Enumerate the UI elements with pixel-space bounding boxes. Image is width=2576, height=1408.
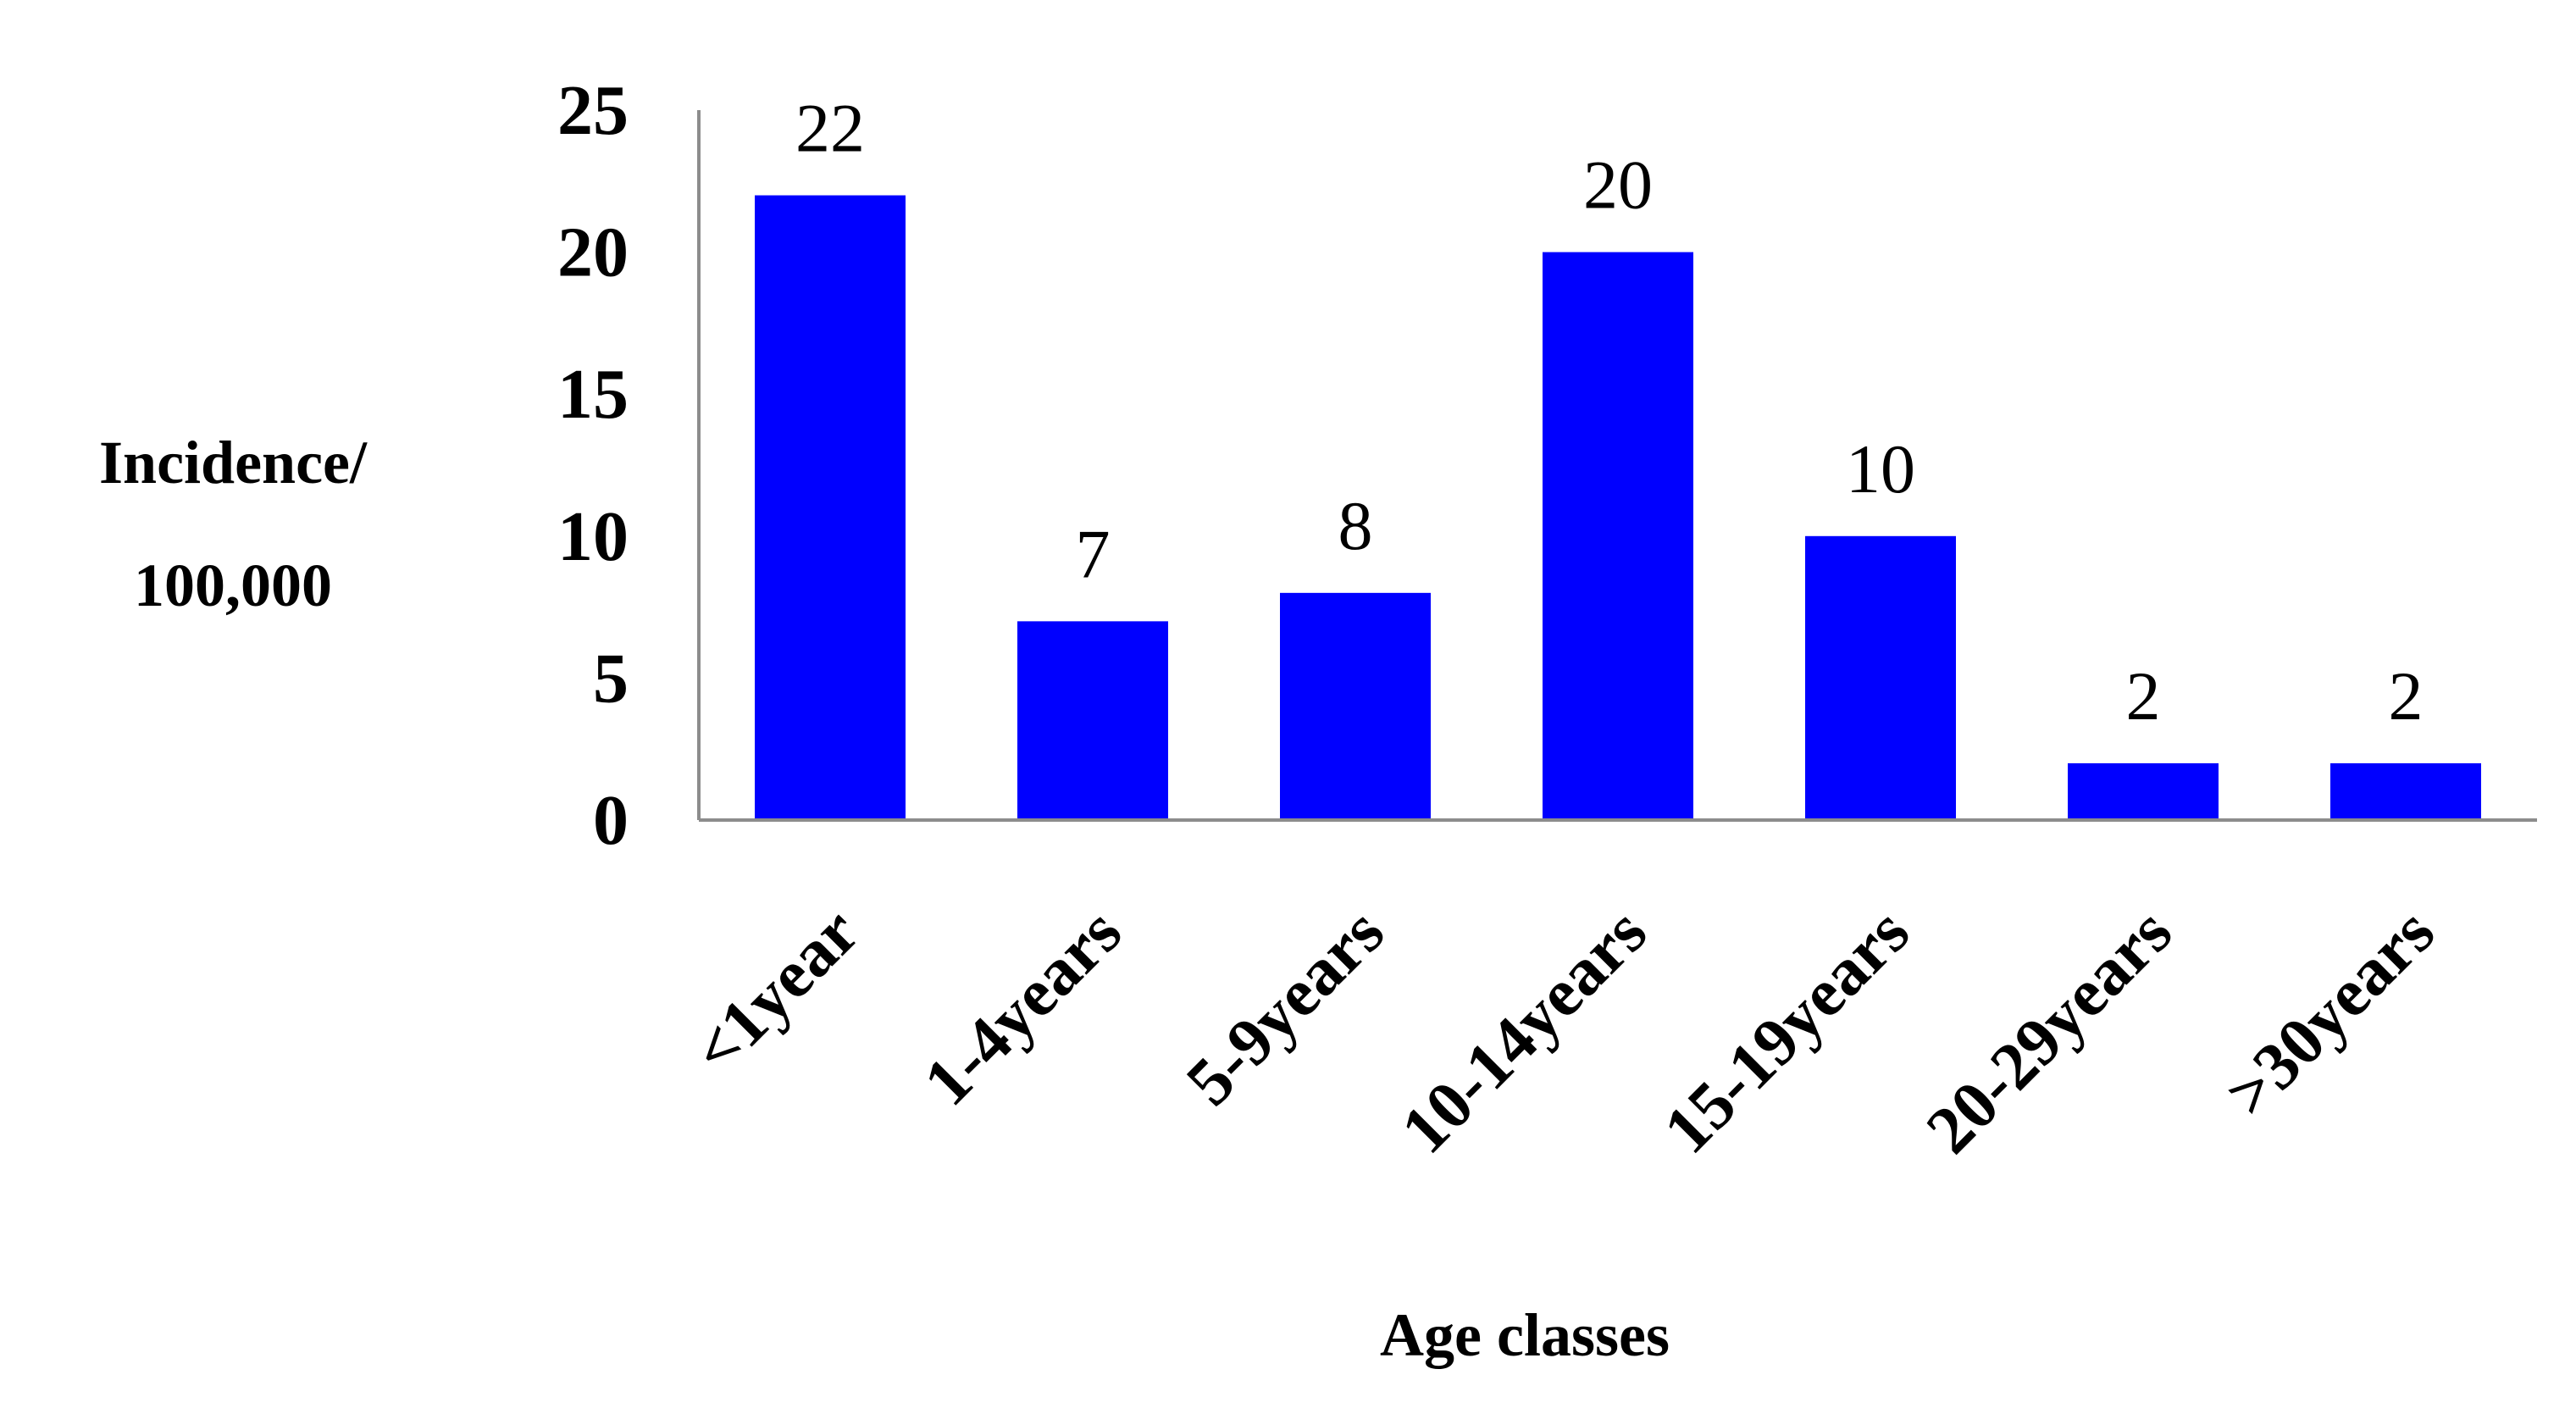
x-tick-label: 20-29years	[1913, 895, 2186, 1168]
y-axis-title-line-1: Incidence/	[99, 429, 368, 496]
x-tick-label: <1year	[679, 895, 873, 1089]
bar	[1805, 535, 1956, 820]
bar-value-label: 2	[2389, 657, 2424, 734]
x-tick-label: 1-4years	[910, 895, 1135, 1120]
x-axis-title: Age classes	[1380, 1301, 1670, 1369]
bar-value-label: 2	[2126, 657, 2161, 734]
bar-value-label: 8	[1338, 487, 1373, 564]
y-tick-label: 5	[593, 639, 629, 718]
x-tick-label: 10-14years	[1388, 895, 1661, 1168]
bar-value-label: 20	[1583, 147, 1653, 224]
y-tick-label: 0	[593, 781, 629, 860]
x-tick-label: 5-9years	[1172, 895, 1398, 1120]
y-tick-label: 20	[557, 213, 629, 292]
bar	[2068, 762, 2219, 820]
y-tick-label: 25	[557, 71, 629, 150]
bar-value-label: 7	[1076, 515, 1111, 592]
bar	[755, 195, 906, 820]
bar-value-label: 10	[1846, 430, 1915, 507]
y-tick-labels: 0 5 10 15 20 25	[557, 71, 629, 860]
y-axis-title-line-2: 100,000	[134, 552, 332, 619]
y-tick-label: 10	[557, 497, 629, 576]
x-tick-labels: <1year 1-4years 5-9years10-14years15-19yea…	[679, 895, 2449, 1168]
y-tick-label: 15	[557, 355, 629, 434]
bars	[755, 195, 2481, 821]
bar	[1280, 592, 1431, 820]
bar	[2330, 762, 2481, 820]
x-tick-label: >30years	[2212, 895, 2449, 1132]
bar-value-label: 22	[795, 90, 865, 167]
bar	[1543, 252, 1693, 821]
bar	[1017, 621, 1168, 820]
x-tick-label: 15-19years	[1650, 895, 1924, 1168]
